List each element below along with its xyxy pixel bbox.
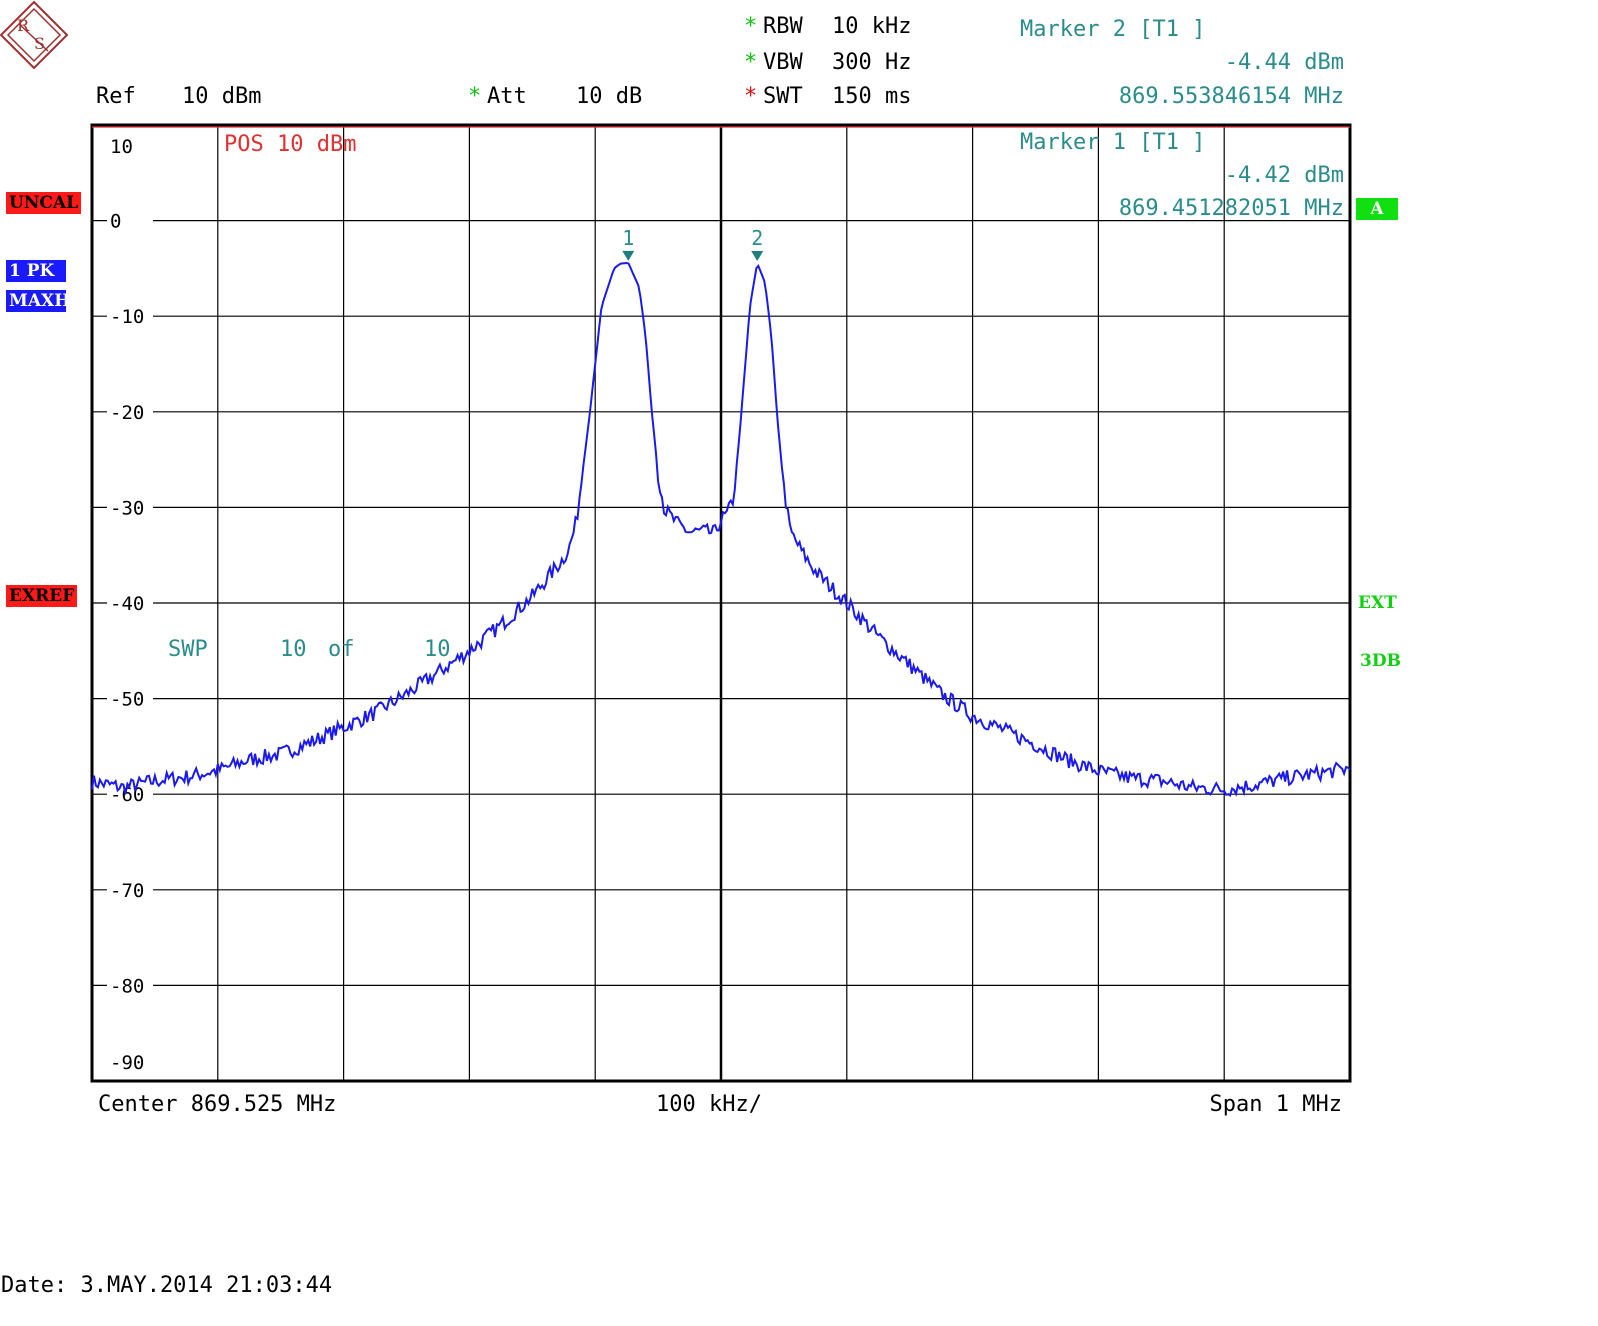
- sweep-label: SWP: [168, 637, 208, 662]
- marker1-freq: 869.451282051 MHz: [1118, 196, 1344, 221]
- swt-star: *: [744, 84, 758, 109]
- swt-value: 150 ms: [832, 84, 912, 109]
- y-tick-label: -10: [110, 306, 144, 328]
- ref-value: 10 dBm: [182, 84, 262, 109]
- att-star: *: [468, 84, 482, 109]
- y-tick-label: -70: [110, 880, 144, 902]
- marker2-freq: 869.553846154 MHz: [1118, 84, 1344, 109]
- swt-label: SWT: [763, 84, 803, 109]
- y-tick-label-bg: [107, 974, 153, 997]
- y-tick-label: -40: [110, 593, 144, 615]
- y-tick-label-bg: [107, 305, 153, 328]
- exref-badge: EXREF: [6, 585, 78, 607]
- y-tick-label: -50: [110, 689, 144, 711]
- rs-logo: R S: [0, 0, 69, 70]
- att-label: Att: [487, 84, 527, 109]
- date-stamp: Date: 3.MAY.2014 21:03:44: [1, 1273, 333, 1298]
- rbw-star: *: [744, 14, 758, 39]
- y-tick-label: -90: [110, 1052, 144, 1074]
- marker-1-label: 1: [622, 226, 634, 250]
- y-tick-label-bg: [107, 496, 153, 519]
- y-tick-label: -20: [110, 402, 144, 424]
- marker-1-triangle: [622, 250, 635, 261]
- marker-2-label: 2: [751, 226, 763, 250]
- trace-mode-badge: MAXH: [6, 290, 70, 312]
- uncal-badge: UNCAL: [6, 192, 82, 214]
- rbw-label: RBW: [763, 14, 803, 39]
- span-value: Span 1 MHz: [1209, 1092, 1342, 1117]
- trace-1-line: [91, 261, 1351, 797]
- y-tick-label-bg: [107, 592, 153, 614]
- marker1-title: Marker 1 [T1 ]: [1020, 130, 1206, 155]
- sweep-of: of: [328, 637, 355, 662]
- center-frequency: Center 869.525 MHz: [98, 1092, 337, 1117]
- y-tick-label-bg: [107, 400, 153, 423]
- svg-text:S: S: [34, 34, 45, 53]
- y-tick-labels: 100-10-20-30-40-50-60-70-80-90: [107, 136, 153, 1074]
- plot-frame: [90, 123, 1352, 1083]
- sweep-total: 10: [424, 637, 451, 662]
- ref-label: Ref: [96, 84, 136, 109]
- display-line-label: POS 10 dBm: [224, 132, 357, 157]
- vbw-value: 300 Hz: [832, 50, 912, 75]
- 3db-label: 3DB: [1360, 651, 1401, 671]
- frequency-per-division: 100 kHz/: [656, 1092, 762, 1117]
- marker1-level: -4.42 dBm: [1224, 163, 1344, 188]
- y-tick-label: 0: [110, 211, 121, 233]
- marker2-level: -4.44 dBm: [1224, 50, 1344, 75]
- ext-label: EXT: [1358, 593, 1397, 613]
- y-tick-label: 10: [110, 136, 133, 158]
- y-tick-label: -30: [110, 497, 144, 519]
- trace-a-badge: A: [1356, 198, 1398, 220]
- y-tick-label: -80: [110, 975, 144, 997]
- y-tick-label-bg: [107, 878, 153, 901]
- plot-grid: [90, 123, 1352, 1083]
- vbw-label: VBW: [763, 50, 803, 75]
- marker2-title: Marker 2 [T1 ]: [1020, 17, 1206, 42]
- y-tick-label-bg: [107, 687, 153, 710]
- sweep-count: 10: [280, 637, 307, 662]
- y-tick-label-bg: [107, 209, 153, 232]
- att-value: 10 dB: [576, 84, 643, 109]
- detector-badge: 1 PK: [6, 260, 66, 282]
- marker-2-triangle: [751, 251, 764, 262]
- trace-layer: [91, 261, 1351, 797]
- vbw-star: *: [744, 50, 758, 75]
- svg-text:R: R: [17, 16, 30, 35]
- rbw-value: 10 kHz: [832, 14, 912, 39]
